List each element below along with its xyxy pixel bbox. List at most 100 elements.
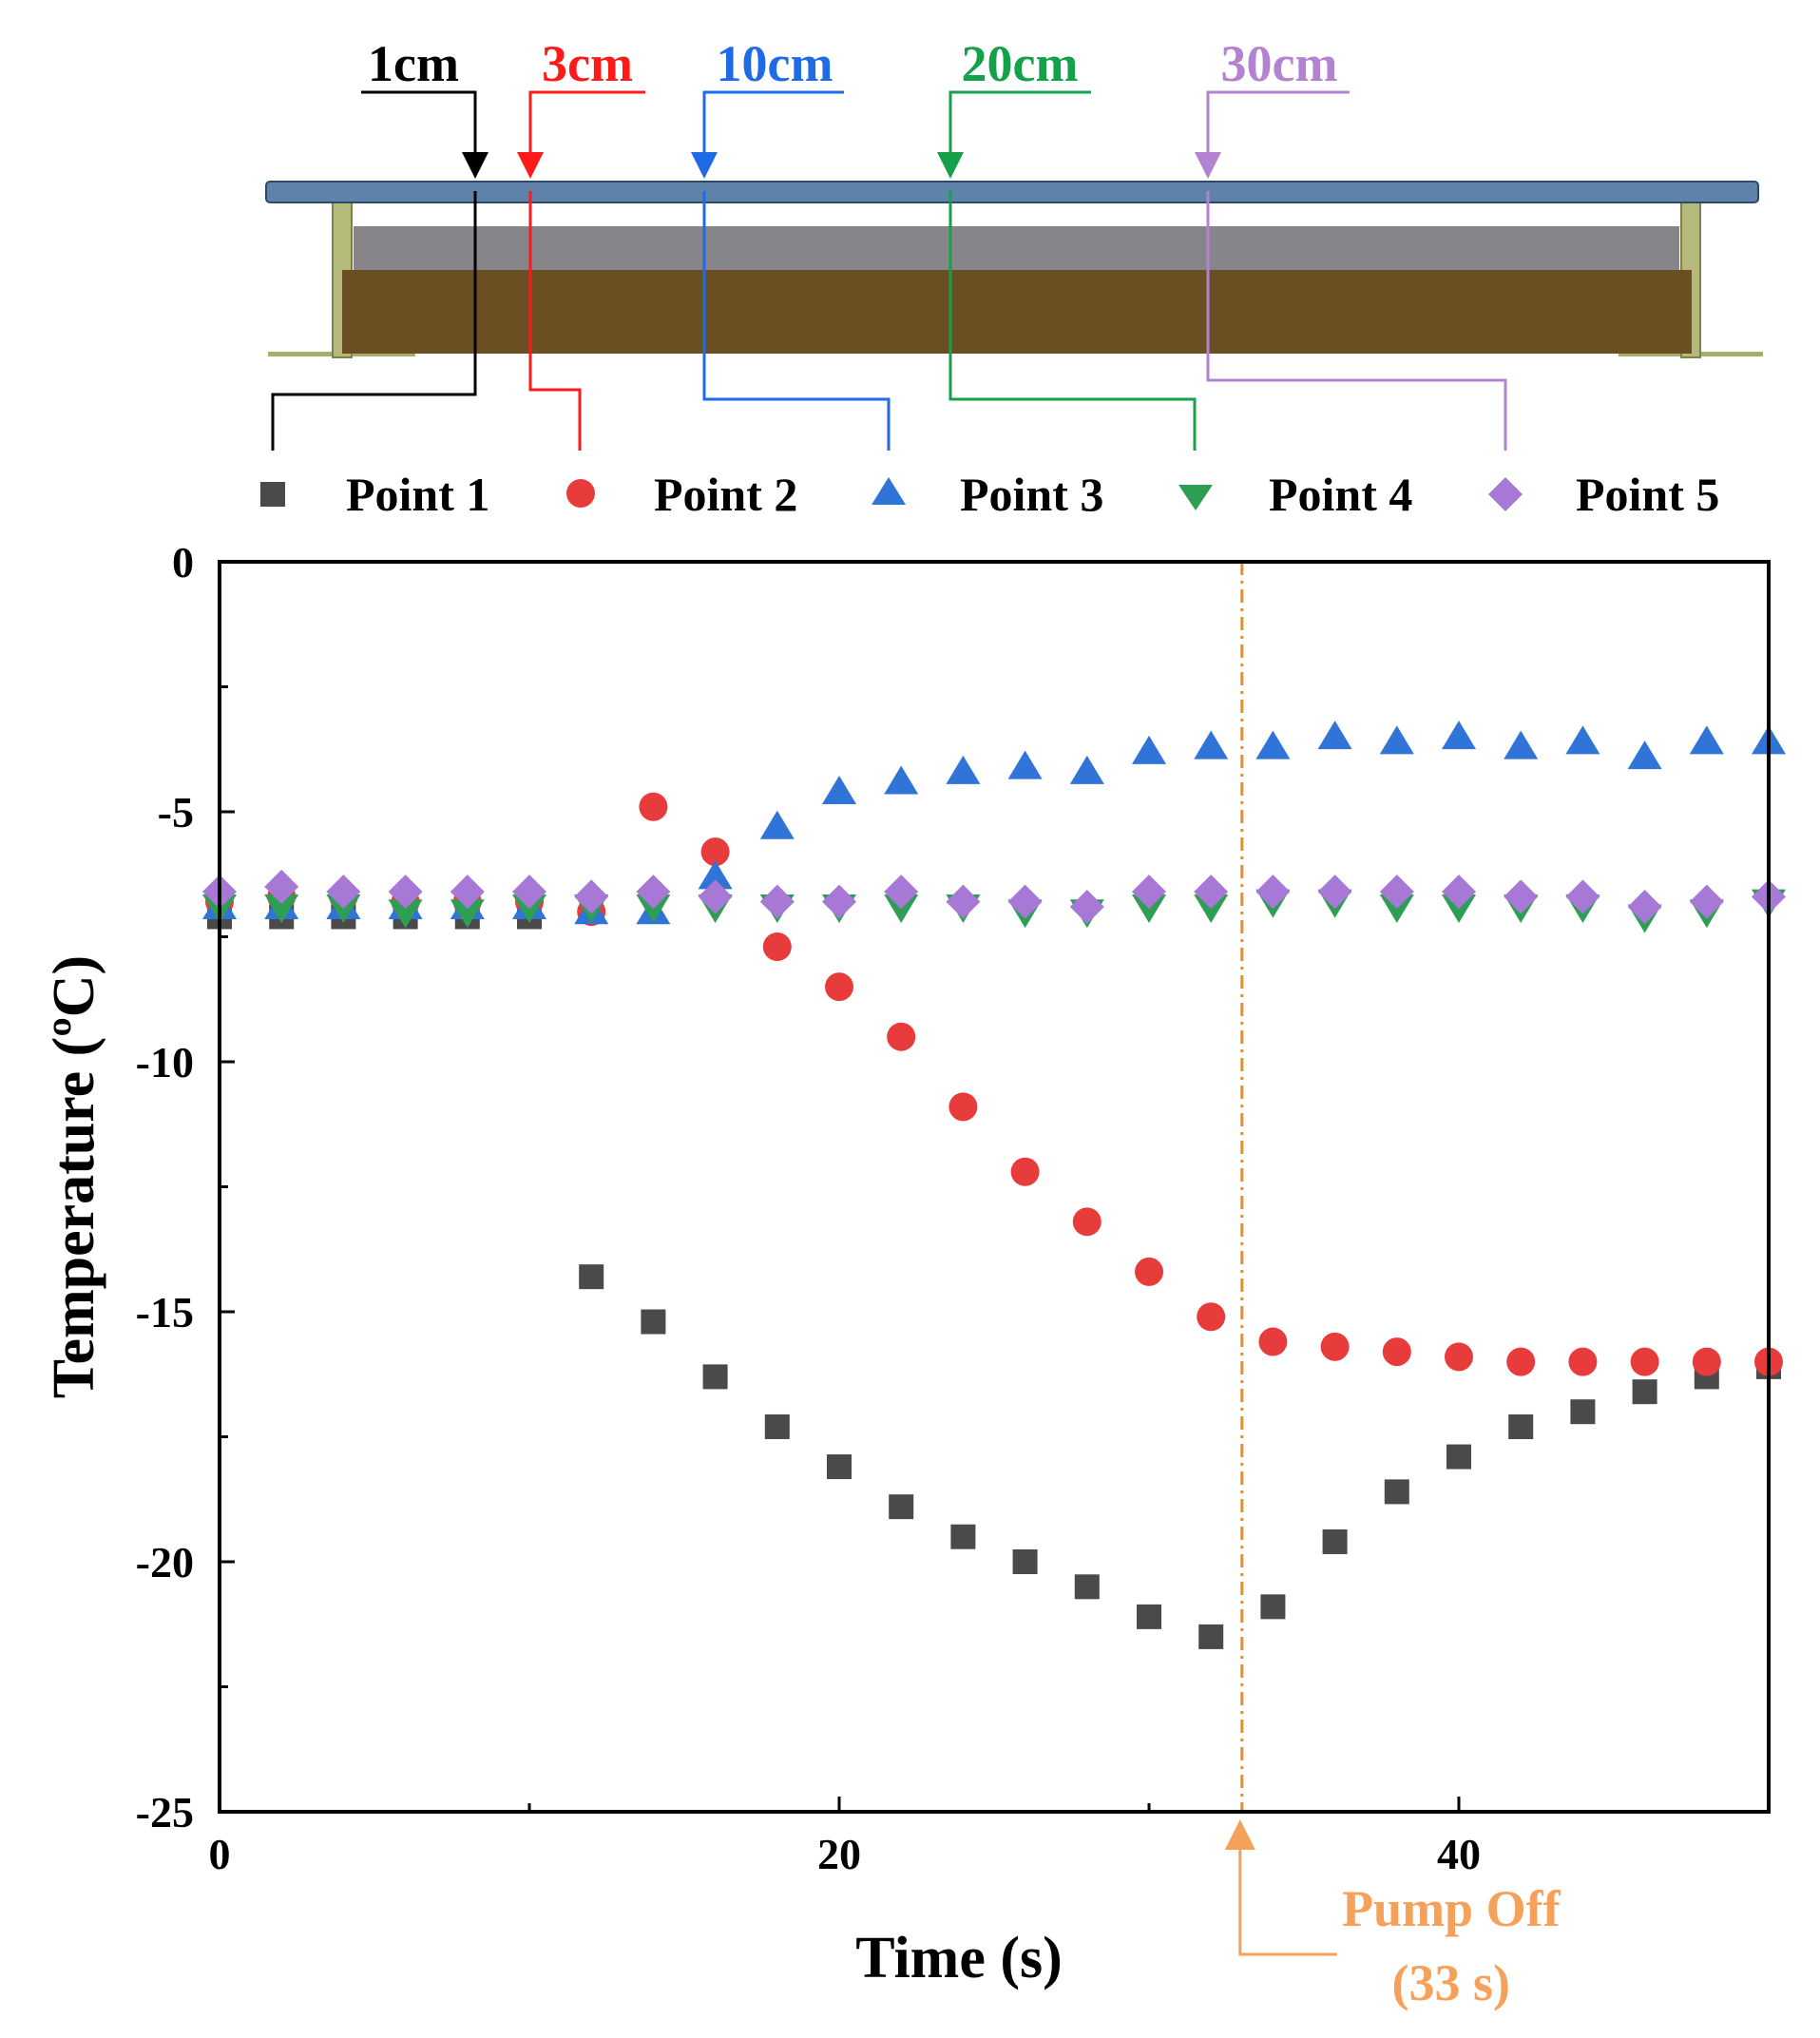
point-1-marker xyxy=(1322,1528,1348,1554)
label-30cm: 30cm xyxy=(1221,35,1338,92)
point-1-marker xyxy=(641,1309,666,1335)
point-3-marker xyxy=(884,765,919,795)
label-3cm: 3cm xyxy=(542,35,633,92)
point-2-marker xyxy=(1692,1347,1721,1376)
pump-off-arrow-line xyxy=(1238,1836,1337,1956)
point-2-marker xyxy=(1630,1347,1659,1376)
point-3-marker xyxy=(822,775,856,804)
point-1-marker xyxy=(1260,1594,1286,1620)
legend-marker-point-5 xyxy=(1488,477,1523,511)
point-5-marker xyxy=(1007,884,1043,919)
point-5-marker xyxy=(1194,875,1229,910)
x-tick-label: 20 xyxy=(817,1830,861,1878)
point-3-marker xyxy=(759,810,795,839)
legend-label-point-2: Point 2 xyxy=(654,468,797,521)
point-2-marker xyxy=(1445,1342,1473,1372)
point-1-marker xyxy=(702,1364,728,1390)
y-tick-label: -15 xyxy=(136,1288,194,1336)
point-2-marker xyxy=(1010,1157,1040,1186)
point-1-marker xyxy=(579,1264,604,1290)
point-5-marker xyxy=(1442,875,1476,910)
point-1-marker xyxy=(827,1454,852,1480)
point-4-marker xyxy=(450,899,485,929)
pump-off-label: Pump Off xyxy=(1342,1880,1561,1937)
leader-1cm xyxy=(271,90,477,451)
point-1-marker xyxy=(764,1413,790,1439)
plot-area-frame xyxy=(218,560,1771,1814)
label-10cm: 10cm xyxy=(717,35,833,92)
point-5-marker xyxy=(636,875,671,910)
soil-layer xyxy=(342,270,1692,354)
point-5-marker xyxy=(698,879,733,914)
y-tick-label: -5 xyxy=(158,788,194,836)
point-5-marker xyxy=(450,875,485,910)
series-point-5 xyxy=(202,869,1786,924)
data-markers xyxy=(202,721,1786,1649)
y-tick-label: -25 xyxy=(136,1788,194,1836)
axis-tick-labels: 0 20 40 0 -5 -10 -15 -20 -25 xyxy=(136,538,1481,1878)
temperature-chart: 0 20 40 0 -5 -10 -15 -20 -25 Pump Off (33 s) Tim… xyxy=(42,538,1786,2011)
point-3-marker xyxy=(1442,721,1476,750)
point-5-marker xyxy=(574,879,609,914)
point-2-marker xyxy=(1506,1347,1536,1376)
point-3-marker xyxy=(1132,735,1166,764)
y-tick-label: 0 xyxy=(172,538,194,586)
point-3-marker xyxy=(1565,725,1600,755)
point-2-marker xyxy=(1197,1302,1226,1332)
y-tick-label: -10 xyxy=(136,1038,194,1086)
point-1-marker xyxy=(1508,1413,1534,1439)
point-2-marker xyxy=(1568,1347,1598,1376)
point-5-marker xyxy=(1689,884,1724,919)
point-2-marker xyxy=(825,972,853,1002)
point-2-marker xyxy=(700,837,730,867)
point-3-marker xyxy=(1627,740,1662,770)
point-4-marker xyxy=(388,899,423,929)
legend-marker-point-2 xyxy=(566,479,595,508)
point-5-marker xyxy=(1627,889,1662,924)
label-20cm: 20cm xyxy=(962,35,1079,92)
arrow-1cm xyxy=(462,152,489,179)
legend-label-point-3: Point 3 xyxy=(960,468,1103,521)
point-5-marker xyxy=(1504,879,1539,914)
series-point-4 xyxy=(202,889,1786,933)
legend-label-point-5: Point 5 xyxy=(1576,468,1719,521)
point-1-marker xyxy=(1012,1549,1038,1574)
leader-10cm xyxy=(702,90,891,451)
arrow-3cm xyxy=(517,152,544,179)
point-5-marker xyxy=(1317,875,1352,910)
distance-labels: 1cm 3cm 10cm 20cm 30cm xyxy=(368,35,1337,92)
leader-lines xyxy=(271,90,1507,451)
point-2-marker xyxy=(1135,1257,1163,1286)
point-3-marker xyxy=(698,860,733,890)
point-2-marker xyxy=(1382,1337,1411,1367)
point-3-marker xyxy=(1007,750,1043,779)
x-tick-label: 0 xyxy=(209,1830,231,1878)
arrow-20cm xyxy=(937,152,964,179)
y-tick-label: -20 xyxy=(136,1538,194,1586)
x-tick-label: 40 xyxy=(1437,1830,1481,1878)
leader-30cm xyxy=(1206,90,1507,451)
point-1-marker xyxy=(1074,1574,1100,1600)
point-3-marker xyxy=(1069,755,1104,784)
arrow-heads xyxy=(462,152,1221,179)
point-5-marker xyxy=(946,884,981,919)
point-4-marker xyxy=(264,894,299,923)
legend-marker-point-4 xyxy=(1178,485,1213,510)
point-3-marker xyxy=(1194,730,1229,759)
legend-marker-point-3 xyxy=(872,477,906,505)
arrow-10cm xyxy=(691,152,718,179)
point-1-marker xyxy=(1198,1624,1224,1649)
legend-label-point-4: Point 4 xyxy=(1269,468,1412,521)
point-1-marker xyxy=(1384,1479,1409,1505)
point-5-marker xyxy=(264,869,299,904)
point-2-marker xyxy=(887,1022,916,1051)
series-point-1 xyxy=(207,904,1781,1649)
point-5-marker xyxy=(1565,879,1600,914)
point-2-marker xyxy=(762,932,792,962)
point-1-marker xyxy=(1137,1604,1161,1629)
point-5-marker xyxy=(388,875,423,910)
arrow-30cm xyxy=(1195,152,1221,179)
point-1-marker xyxy=(1632,1379,1657,1405)
pump-off-time-label: (33 s) xyxy=(1392,1954,1510,2011)
